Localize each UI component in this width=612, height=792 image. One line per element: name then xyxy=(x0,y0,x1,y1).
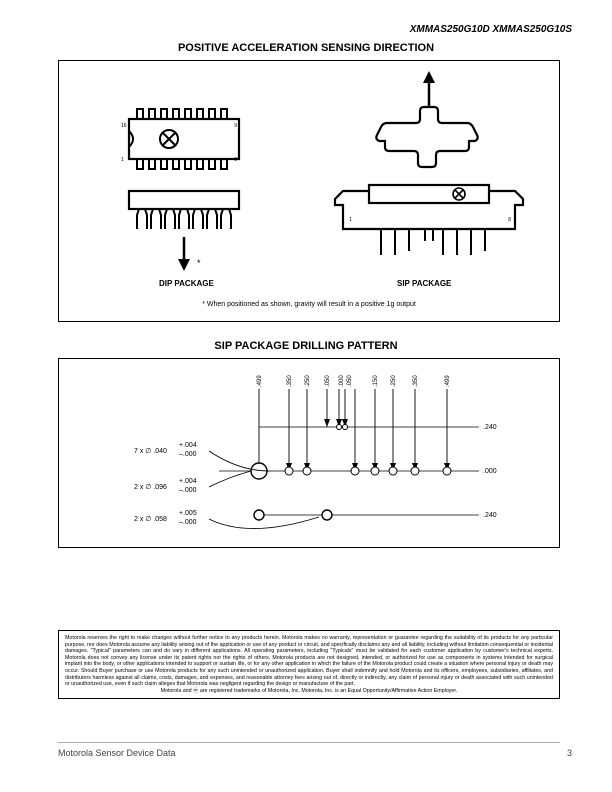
svg-text:–.000: –.000 xyxy=(179,519,197,526)
svg-text:.350: .350 xyxy=(287,375,293,387)
sip-package-label: SIP PACKAGE xyxy=(397,279,451,288)
svg-text:.350: .350 xyxy=(413,375,419,387)
drilling-pattern-figure: .499 .350 .250 .050 .000 .050 .150 .250 … xyxy=(58,358,560,548)
svg-text:.250: .250 xyxy=(305,375,311,387)
sensing-direction-figure: 16 9 1 8 * xyxy=(58,60,560,322)
svg-text:.499: .499 xyxy=(445,375,451,387)
svg-text:.000: .000 xyxy=(339,375,345,387)
section1-title: POSITIVE ACCELERATION SENSING DIRECTION xyxy=(0,42,612,54)
sip-pin1: 1 xyxy=(349,217,352,223)
svg-text:.050: .050 xyxy=(347,375,353,387)
sip-pin8: 8 xyxy=(508,217,511,223)
svg-text:.250: .250 xyxy=(391,375,397,387)
svg-text:2 x ∅ .058: 2 x ∅ .058 xyxy=(134,516,167,523)
page-number: 3 xyxy=(567,748,572,758)
pin16-label: 16 xyxy=(121,123,127,129)
dip-package-label: DIP PACKAGE xyxy=(159,279,214,288)
dim-r2: .000 xyxy=(483,468,497,475)
pin1-label: 1 xyxy=(121,157,124,163)
svg-text:+.005: +.005 xyxy=(179,510,197,517)
svg-text:.499: .499 xyxy=(257,375,263,387)
footer-title: Motorola Sensor Device Data xyxy=(58,748,176,758)
star: * xyxy=(197,258,201,268)
footnote: * When positioned as shown, gravity will… xyxy=(59,301,559,308)
pin9-label: 9 xyxy=(234,123,237,129)
svg-text:–.000: –.000 xyxy=(179,451,197,458)
svg-text:–.000: –.000 xyxy=(179,487,197,494)
svg-text:7 x ∅ .040: 7 x ∅ .040 xyxy=(134,448,167,455)
svg-text:2 x ∅ .096: 2 x ∅ .096 xyxy=(134,484,167,491)
trademark-line: Motorola and ⓜ are registered trademarks… xyxy=(65,688,553,695)
dim-r3: .240 xyxy=(483,512,497,519)
footer-divider xyxy=(58,742,560,743)
part-number-header: XMMAS250G10D XMMAS250G10S xyxy=(410,24,572,35)
svg-text:+.004: +.004 xyxy=(179,478,197,485)
svg-text:.150: .150 xyxy=(373,375,379,387)
legal-disclaimer: Motorola reserves the right to make chan… xyxy=(58,630,560,699)
svg-text:+.004: +.004 xyxy=(179,442,197,449)
disclaimer-body: Motorola reserves the right to make chan… xyxy=(65,635,553,687)
dim-r1: .240 xyxy=(483,424,497,431)
section2-title: SIP PACKAGE DRILLING PATTERN xyxy=(0,340,612,352)
svg-text:.050: .050 xyxy=(325,375,331,387)
pin8-label: 8 xyxy=(234,157,237,163)
